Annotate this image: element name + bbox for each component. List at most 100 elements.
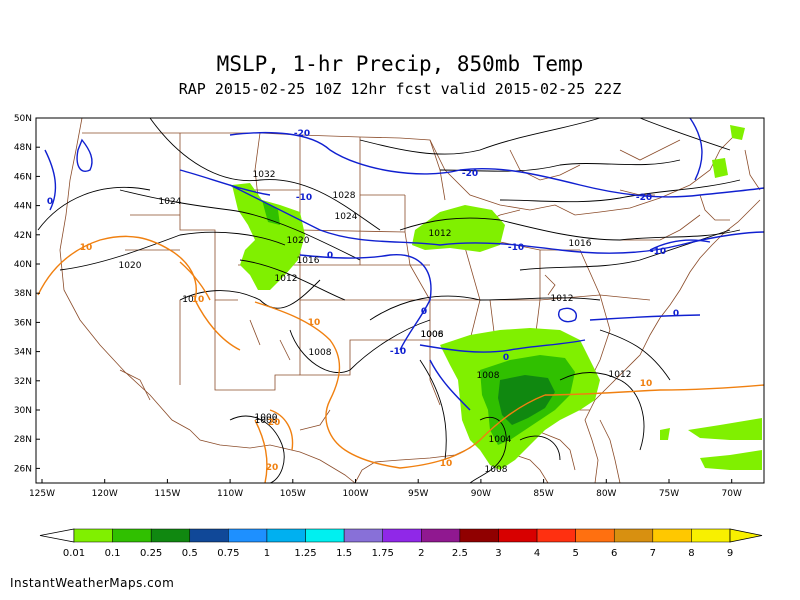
isotherm-label: 0 xyxy=(47,197,53,207)
lon-label: 85W xyxy=(533,489,553,499)
colorbar-label: 1.5 xyxy=(336,548,352,559)
colorbar-label: 7 xyxy=(650,548,656,559)
isobar-label: 1016 xyxy=(297,256,320,266)
isobars xyxy=(37,117,741,484)
map-panel xyxy=(35,117,765,484)
isobar-label: 1016 xyxy=(569,239,592,249)
map-subtitle: RAP 2015-02-25 10Z 12hr fcst valid 2015-… xyxy=(178,80,622,98)
isobar-labels: 1032102810241024102010201016101610121012… xyxy=(119,170,632,475)
isotherms-cold xyxy=(44,117,765,411)
lon-label: 110W xyxy=(217,489,243,499)
colorbar-label: 6 xyxy=(611,548,617,559)
lon-label: 125W xyxy=(29,489,55,499)
isotherm-label: -10 xyxy=(390,347,406,357)
colorbar-swatch xyxy=(691,528,731,543)
isobar-label: 1000 xyxy=(255,413,278,423)
isobar-label: 10 xyxy=(182,295,194,305)
lat-axis: 50N 48N 46N 44N 42N 40N 38N 36N 34N 32N 30N 28N 26N xyxy=(14,114,40,474)
lat-label: 26N xyxy=(14,464,32,474)
isobar-label: 1028 xyxy=(333,191,356,201)
colorbar-swatch xyxy=(189,528,229,543)
isotherm-label: 0 xyxy=(673,309,679,319)
colorbar-swatch xyxy=(575,528,615,543)
colorbar-label: 3 xyxy=(495,548,501,559)
colorbar-swatch xyxy=(498,528,538,543)
colorbar-swatch xyxy=(536,528,576,543)
colorbar-label: 4 xyxy=(534,548,540,559)
lon-label: 120W xyxy=(92,489,118,499)
lat-label: 42N xyxy=(14,231,32,241)
colorbar-swatch xyxy=(613,528,654,543)
isotherm-label: 20 xyxy=(268,418,281,428)
lon-label: 105W xyxy=(280,489,306,499)
isotherm-label: 10 xyxy=(192,295,205,305)
colorbar-label: 0.1 xyxy=(105,548,121,559)
isobar-label: 1008 xyxy=(255,416,278,426)
isotherm-label: 0 xyxy=(327,251,333,261)
lat-label: 46N xyxy=(14,172,32,182)
map-title: MSLP, 1-hr Precip, 850mb Temp xyxy=(216,52,584,76)
isobar-label: 1032 xyxy=(253,170,276,180)
precip-colorbar: 0.01 0.1 0.25 0.5 0.75 1 1.25 1.5 1.75 2 2.5 3 4 5 6 7 8… xyxy=(39,528,763,559)
lon-label: 80W xyxy=(596,489,616,499)
isobar-label: 1012 xyxy=(275,274,298,284)
colorbar-swatch xyxy=(459,528,499,543)
lat-label: 38N xyxy=(14,289,32,299)
colorbar-label: 1 xyxy=(264,548,270,559)
precipitation-areas xyxy=(232,125,762,470)
colorbar-label: 0.5 xyxy=(182,548,198,559)
colorbar-swatch xyxy=(228,528,268,543)
colorbar-label: 1.75 xyxy=(372,548,394,559)
colorbar-left-arrow xyxy=(39,528,75,543)
colorbar-swatch xyxy=(421,528,461,543)
lat-label: 28N xyxy=(14,435,32,445)
isobar-label: 1008 xyxy=(309,348,332,358)
isotherm-label: 20 xyxy=(266,463,279,473)
colorbar-swatch xyxy=(73,528,113,543)
colorbar-label: 0.75 xyxy=(217,548,239,559)
isotherm-label: 0 xyxy=(421,307,427,317)
site-credit: InstantWeatherMaps.com xyxy=(10,576,175,590)
colorbar-label: 0.01 xyxy=(63,548,85,559)
isotherms-warm xyxy=(37,235,765,484)
lat-label: 34N xyxy=(14,348,32,358)
colorbar-swatch xyxy=(150,528,191,543)
isobar-label: 1012 xyxy=(429,229,452,239)
isobar-label: 1024 xyxy=(335,212,358,222)
colorbar-label: 8 xyxy=(688,548,694,559)
colorbar-right-arrow xyxy=(729,528,763,543)
isobar-label: 1020 xyxy=(287,236,310,246)
lon-axis: 125W 120W 115W 110W 105W 100W 95W 90W 85W 80W 75W 7… xyxy=(29,479,742,499)
colorbar-label: 5 xyxy=(572,548,578,559)
isotherm-label: 0 xyxy=(503,353,509,363)
isobar-label: 1020 xyxy=(119,261,142,271)
isobar-label: 1008 xyxy=(485,465,508,475)
colorbar-label: 2.5 xyxy=(452,548,468,559)
colorbar-swatch xyxy=(305,528,345,543)
isotherm-label: -20 xyxy=(462,169,478,179)
isobar-label: 1012 xyxy=(609,370,632,380)
lon-label: 70W xyxy=(722,489,742,499)
isotherm-label: 10 xyxy=(440,459,453,469)
lat-label: 44N xyxy=(14,202,32,212)
isotherm-label: 10 xyxy=(80,243,93,253)
isotherm-label: -10 xyxy=(296,193,312,203)
lat-label: 30N xyxy=(14,406,32,416)
isobar-label: 1004 xyxy=(489,435,512,445)
colorbar-label: 1.25 xyxy=(294,548,316,559)
colorbar-swatch xyxy=(343,528,383,543)
isotherm-label: 10 xyxy=(308,318,321,328)
colorbar-swatch xyxy=(382,528,422,543)
colorbar-swatch xyxy=(266,528,306,543)
isobar-label: 1008 xyxy=(477,371,500,381)
colorbar-swatch xyxy=(652,528,692,543)
lon-label: 90W xyxy=(471,489,491,499)
isobar-label: 1012 xyxy=(551,294,574,304)
colorbar-swatch xyxy=(112,528,152,543)
lat-label: 32N xyxy=(14,377,32,387)
isobar-label: 1024 xyxy=(159,197,182,207)
colorbar-label: 9 xyxy=(727,548,733,559)
lon-label: 115W xyxy=(154,489,180,499)
